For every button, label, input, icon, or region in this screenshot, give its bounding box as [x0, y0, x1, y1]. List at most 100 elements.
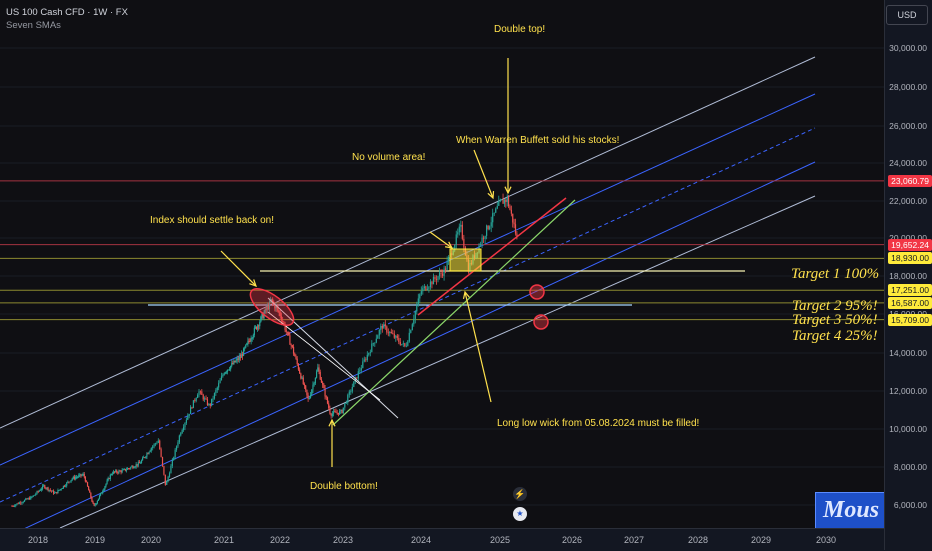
- candle-body: [309, 395, 312, 398]
- candle-body: [233, 360, 235, 365]
- candle-body: [302, 377, 304, 385]
- candle-body: [249, 341, 251, 342]
- candle-body: [28, 498, 31, 500]
- time-tick-label: 2030: [815, 535, 837, 545]
- candle-body: [335, 411, 337, 413]
- white-downtrend: [267, 297, 399, 419]
- candle-body: [486, 225, 488, 236]
- candle-body: [101, 492, 103, 494]
- candle-body: [289, 335, 291, 345]
- time-tick-label: 2020: [140, 535, 162, 545]
- chart-svg[interactable]: [0, 0, 884, 528]
- channel-blue-1: [0, 93, 816, 466]
- candle-body: [329, 408, 331, 414]
- settle-label: Index should settle back on!: [150, 215, 274, 226]
- candle-body: [269, 301, 272, 303]
- us-flag-icon[interactable]: ★: [513, 507, 527, 521]
- time-tick-label: 2028: [687, 535, 709, 545]
- candle-body: [431, 281, 433, 285]
- candle-body: [12, 505, 14, 507]
- channel-upper: [0, 56, 816, 429]
- candle-body: [342, 407, 344, 414]
- symbol-title[interactable]: US 100 Cash CFD · 1W · FX: [6, 7, 128, 18]
- candle-body: [437, 276, 439, 280]
- time-tick-label: 2021: [213, 535, 235, 545]
- chart-plot-area[interactable]: US 100 Cash CFD · 1W · FX Seven SMAs Dou…: [0, 0, 884, 528]
- candle-body: [177, 442, 179, 447]
- candle-body: [261, 314, 263, 317]
- candle-body: [410, 330, 412, 333]
- candle-body: [380, 326, 382, 330]
- candle-body: [48, 489, 50, 491]
- candle-body: [206, 399, 209, 406]
- candle-body: [115, 470, 117, 472]
- candle-body: [414, 311, 416, 319]
- candle-body: [374, 342, 376, 344]
- double-top-arrow-head: [504, 186, 512, 195]
- candle-body: [255, 326, 258, 330]
- candle-body: [359, 370, 361, 372]
- candle-body: [422, 288, 424, 292]
- candle-body: [345, 402, 347, 404]
- candle-body: [168, 473, 171, 477]
- candle-body: [369, 352, 371, 353]
- candle-body: [435, 279, 438, 280]
- candle-body: [490, 222, 492, 227]
- candle-body: [446, 261, 448, 270]
- candle-body: [105, 483, 107, 487]
- candle-body: [175, 446, 178, 450]
- candle-body: [110, 474, 112, 476]
- candle-body: [495, 208, 497, 213]
- candle-body: [507, 197, 510, 207]
- candle-body: [222, 374, 224, 377]
- candle-body: [434, 277, 436, 280]
- candle-body: [216, 387, 218, 391]
- candle-body: [251, 337, 253, 340]
- candle-body: [30, 496, 32, 500]
- candle-body: [63, 485, 66, 487]
- candle-body: [72, 476, 74, 479]
- time-axis[interactable]: 2018 2019 2020 2021 2022 2023 2024 2025 2026 2027…: [0, 528, 884, 551]
- candle-body: [137, 462, 139, 466]
- candle-body: [223, 373, 225, 375]
- price-axis[interactable]: 30,000.00 28,000.00 26,000.00 24,000.00 22,0…: [884, 0, 932, 550]
- candle-body: [368, 352, 370, 355]
- candle-body: [83, 473, 85, 477]
- candle-body: [98, 495, 101, 499]
- candle-body: [104, 486, 106, 490]
- candle-body: [154, 443, 157, 445]
- candle-body: [311, 389, 313, 396]
- candle-body: [258, 325, 260, 327]
- price-level-label: 16,587.00: [888, 296, 932, 309]
- candle-body: [198, 391, 200, 395]
- candle-body: [144, 457, 146, 459]
- candle-body: [78, 475, 80, 477]
- candle-body: [268, 301, 271, 309]
- candle-body: [138, 462, 140, 464]
- candle-body: [174, 449, 176, 458]
- indicator-label[interactable]: Seven SMAs: [6, 20, 61, 31]
- target-4-label: Target 4 25%!: [792, 328, 878, 344]
- candle-body: [209, 404, 211, 406]
- price-tick-label: 20,000.00: [889, 233, 927, 243]
- candle-body: [86, 482, 89, 487]
- candle-body: [246, 343, 248, 345]
- candle-body: [429, 281, 432, 288]
- candle-body: [339, 411, 341, 415]
- candle-body: [159, 440, 161, 450]
- candle-body: [77, 476, 79, 478]
- time-tick-label: 2023: [332, 535, 354, 545]
- candle-body: [100, 492, 102, 496]
- lightning-icon[interactable]: ⚡: [513, 487, 527, 501]
- candle-body: [147, 453, 149, 455]
- candle-body: [265, 308, 267, 310]
- candle-body: [39, 490, 42, 491]
- currency-button[interactable]: USD: [886, 5, 928, 25]
- candle-body: [503, 199, 506, 204]
- channel-blue-2: [24, 161, 816, 528]
- candle-body: [227, 369, 230, 371]
- candle-body: [65, 485, 67, 487]
- candle-body: [300, 373, 302, 379]
- candle-body: [383, 324, 385, 329]
- settle-arrow: [220, 250, 257, 287]
